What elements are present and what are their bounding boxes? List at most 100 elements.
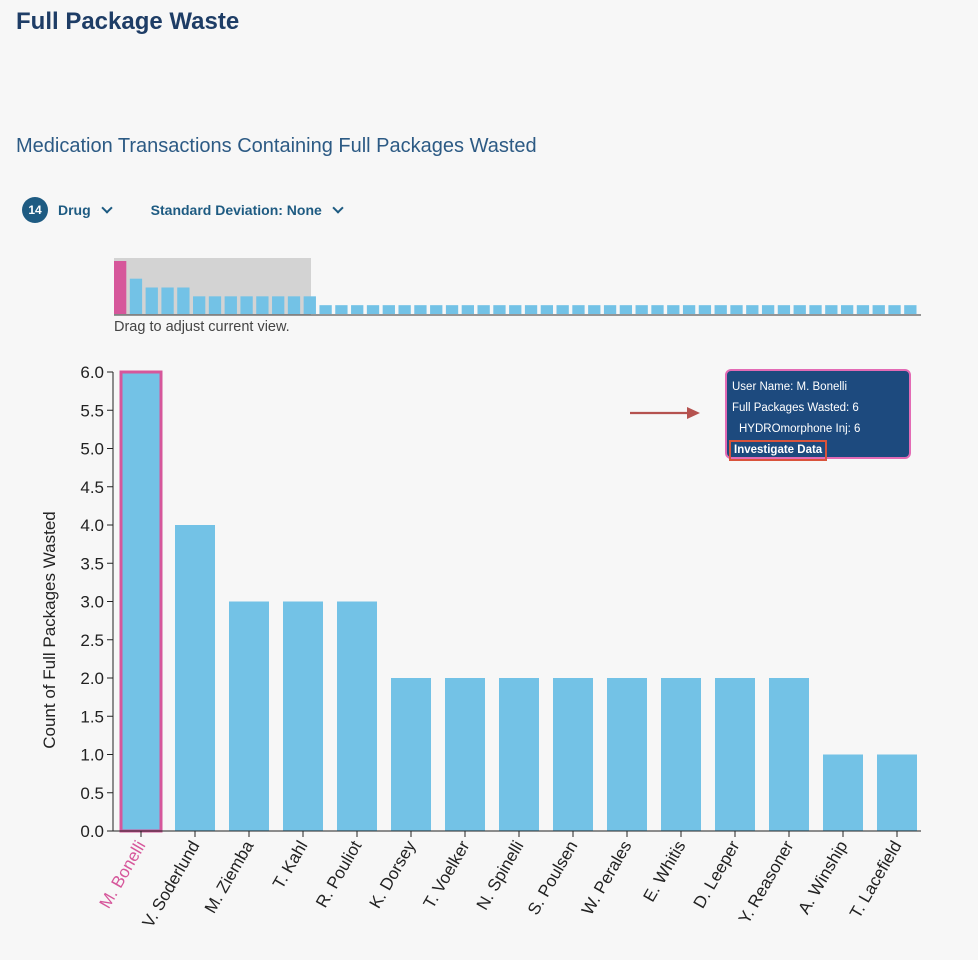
bar-tooltip: User Name: M. Bonelli Full Packages Wast…	[725, 369, 911, 461]
drug-filter-dropdown[interactable]: Drug	[58, 202, 113, 218]
navigator-bar	[303, 296, 316, 314]
bar-t-lacefield[interactable]	[877, 754, 917, 832]
navigator-bar	[556, 305, 569, 314]
x-tick-label: A. Winship	[794, 838, 851, 918]
bar-e-whitis[interactable]	[661, 678, 701, 831]
navigator-bar	[145, 287, 158, 314]
y-tick-label: 2.5	[80, 631, 104, 650]
navigator-bar	[730, 305, 743, 314]
bar-a-winship[interactable]	[823, 754, 863, 832]
y-tick-label: 0.0	[80, 822, 104, 841]
navigator-bar	[287, 296, 301, 314]
y-tick-label: 1.0	[80, 746, 104, 765]
investigate-data-link[interactable]: Investigate Data	[729, 440, 828, 461]
bar-r-pouliot[interactable]	[337, 601, 377, 832]
tooltip-total: Full Packages Wasted: 6	[732, 402, 859, 414]
x-tick-label: T. Lacefield	[846, 838, 905, 922]
y-tick-label: 5.5	[80, 401, 104, 420]
navigator-bar	[351, 305, 364, 314]
navigator-bar	[177, 287, 190, 314]
y-tick-label: 6.0	[80, 363, 104, 382]
bar-y-reasoner[interactable]	[769, 678, 809, 831]
navigator-bar	[872, 305, 885, 314]
bar-m-bonelli[interactable]	[119, 370, 163, 833]
navigator-bar	[840, 305, 854, 314]
x-tick-label: T. Voelker	[420, 837, 474, 911]
navigator-bar	[572, 305, 585, 314]
bar-m-ziemba[interactable]	[229, 601, 269, 832]
callout-arrow-icon	[630, 407, 700, 419]
bar-k-dorsey[interactable]	[391, 678, 431, 831]
x-tick-label: V. Soderlund	[139, 838, 204, 931]
x-tick-label: E. Whitis	[639, 838, 689, 906]
navigator-bar	[193, 296, 206, 314]
navigator-bar	[667, 305, 680, 314]
navigator-bar	[461, 305, 474, 314]
navigator-bar	[651, 305, 664, 314]
navigator-bar	[272, 296, 285, 314]
y-tick-label: 5.0	[80, 440, 104, 459]
bar-t-voelker[interactable]	[445, 678, 485, 831]
y-tick-label: 0.5	[80, 784, 104, 803]
navigator-bar	[588, 305, 601, 314]
navigator-bar	[335, 305, 348, 314]
navigator-bar	[414, 305, 427, 314]
bar-s-poulsen[interactable]	[553, 678, 593, 831]
bar-t-kahl[interactable]	[283, 601, 323, 832]
x-tick-label: M. Bonelli	[96, 838, 150, 912]
drug-filter-label: Drug	[58, 202, 91, 218]
x-tick-label: M. Ziemba	[201, 837, 258, 917]
navigator-bar	[477, 305, 490, 314]
navigator-hint: Drag to adjust current view.	[114, 319, 290, 335]
x-tick-label: T. Kahl	[269, 838, 311, 893]
navigator-bar	[256, 296, 269, 314]
navigator-bar	[698, 305, 712, 314]
navigator-bar	[619, 305, 633, 314]
y-tick-label: 3.0	[80, 593, 104, 612]
bar-d-leeper[interactable]	[715, 678, 755, 831]
navigator-bar	[224, 296, 237, 314]
x-tick-label: S. Poulsen	[524, 838, 582, 919]
std-dev-dropdown[interactable]: Standard Deviation: None	[150, 202, 344, 218]
navigator-bar	[114, 261, 127, 314]
filter-bar: 14 Drug Standard Deviation: None	[22, 197, 344, 223]
page-title: Full Package Waste	[16, 8, 240, 35]
x-tick-label: D. Leeper	[690, 837, 744, 911]
navigator-bar	[856, 305, 870, 314]
navigator-bar	[430, 305, 443, 314]
navigator-bar	[809, 305, 822, 314]
navigator-bar	[524, 305, 538, 314]
y-tick-label: 3.5	[80, 554, 104, 573]
navigator-bar	[398, 305, 411, 314]
x-tick-label: Y. Reasoner	[735, 837, 798, 927]
navigator-bar	[208, 296, 222, 314]
x-tick-label: N. Spinelli	[473, 838, 528, 914]
range-navigator[interactable]: Drag to adjust current view.	[0, 0, 978, 345]
navigator-bar	[761, 305, 775, 314]
navigator-bar	[161, 287, 174, 314]
navigator-bar	[382, 305, 395, 314]
navigator-bar	[493, 305, 506, 314]
navigator-bar	[635, 305, 648, 314]
navigator-bar	[777, 305, 791, 314]
bar-w-perales[interactable]	[607, 678, 647, 831]
navigator-bar	[509, 305, 522, 314]
x-tick-label: K. Dorsey	[366, 837, 420, 912]
navigator-bar	[603, 305, 617, 314]
tooltip-drug: HYDROmorphone Inj: 6	[739, 423, 861, 435]
x-tick-label: W. Perales	[578, 838, 636, 919]
x-tick-label: R. Pouliot	[312, 837, 365, 911]
navigator-bar	[746, 305, 759, 314]
navigator-bar	[445, 305, 459, 314]
tooltip-user-name: User Name: M. Bonelli	[732, 381, 848, 393]
navigator-bar	[714, 305, 727, 314]
bar-v-soderlund[interactable]	[175, 525, 215, 831]
chart-title: Medication Transactions Containing Full …	[16, 135, 537, 157]
navigator-bar	[240, 296, 253, 314]
navigator-bar	[540, 305, 554, 314]
bar-n-spinelli[interactable]	[499, 678, 539, 831]
navigator-bar	[129, 278, 143, 314]
std-dev-label: Standard Deviation: None	[150, 202, 322, 218]
navigator-bar	[682, 305, 696, 314]
